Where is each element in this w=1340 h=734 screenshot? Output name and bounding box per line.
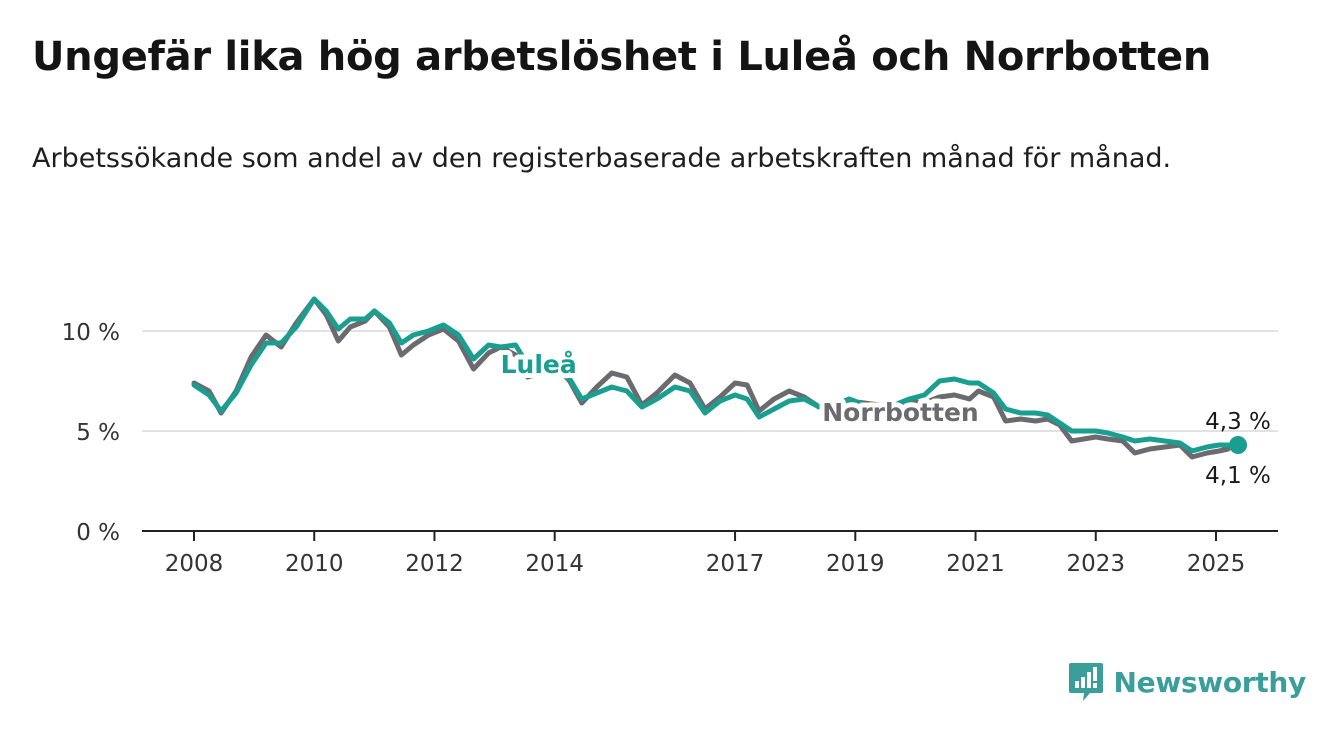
- newsworthy-brand: Newsworthy: [1068, 660, 1306, 704]
- chart-title: Ungefär lika hög arbetslöshet i Luleå oc…: [32, 34, 1212, 80]
- y-tick-label: 10 %: [62, 320, 120, 346]
- x-tick-label: 2010: [285, 551, 344, 577]
- chart-subtitle: Arbetssökande som andel av den registerb…: [32, 143, 1172, 174]
- x-tick-label: 2008: [165, 551, 224, 577]
- x-tick-label: 2014: [525, 551, 584, 577]
- end-value-label-norrbotten: 4,1 %: [1205, 463, 1271, 489]
- x-tick-label: 2025: [1187, 551, 1246, 577]
- x-axis: [142, 530, 1278, 541]
- x-tick-label: 2023: [1066, 551, 1125, 577]
- series-label-norrbotten: Norrbotten: [822, 398, 978, 427]
- series-line-lulea: [191, 296, 1231, 454]
- newsworthy-bar-chart-icon: [1068, 663, 1103, 701]
- end-value-label-lulea: 4,3 %: [1205, 409, 1271, 435]
- brand-name: Newsworthy: [1113, 665, 1307, 699]
- x-tick-label: 2019: [826, 551, 885, 577]
- gridlines: [142, 330, 1278, 432]
- x-tick-label: 2017: [706, 551, 765, 577]
- y-tick-label: 0 %: [76, 520, 120, 546]
- series-label-norrbotten-halo: Norrbotten: [822, 398, 978, 427]
- x-tick-label: 2012: [405, 551, 464, 577]
- chart-labels: 0 % 5 % 10 % 2008 2010 2012 2014 2017 2019 2021 20…: [62, 320, 1271, 577]
- series-label-lulea: Luleå: [501, 350, 577, 379]
- series-lines: [191, 296, 1248, 460]
- x-tick-label: 2021: [946, 551, 1005, 577]
- y-tick-label: 5 %: [76, 420, 120, 446]
- end-marker-lulea: [1229, 436, 1248, 454]
- series-label-lulea-halo: Luleå: [501, 350, 577, 379]
